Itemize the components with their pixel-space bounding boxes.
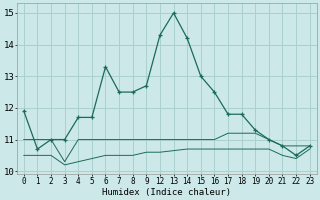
X-axis label: Humidex (Indice chaleur): Humidex (Indice chaleur)	[102, 188, 231, 197]
